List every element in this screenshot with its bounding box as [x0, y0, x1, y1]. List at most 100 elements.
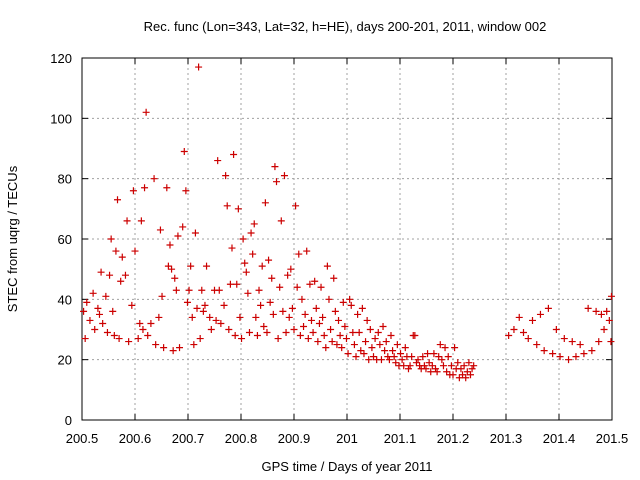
data-point — [374, 329, 382, 337]
data-point — [234, 205, 242, 213]
data-point — [607, 338, 615, 346]
data-point — [241, 259, 249, 267]
data-point — [540, 347, 548, 355]
data-point — [341, 322, 349, 330]
data-point — [131, 247, 139, 255]
data-point — [438, 356, 446, 364]
data-point — [382, 338, 390, 346]
data-point — [595, 338, 603, 346]
data-point — [392, 359, 400, 367]
data-point — [115, 335, 123, 343]
data-point — [223, 202, 231, 210]
data-point — [112, 247, 120, 255]
data-point — [287, 265, 295, 273]
data-point — [220, 301, 228, 309]
data-point — [147, 319, 155, 327]
data-point — [411, 332, 419, 340]
data-point — [346, 295, 354, 303]
data-point — [95, 310, 103, 318]
data-point — [168, 265, 176, 273]
data-point — [94, 304, 102, 312]
data-point — [265, 256, 273, 264]
grid-lines — [82, 58, 612, 420]
x-tick-label: 201.3 — [490, 431, 523, 446]
data-point — [255, 286, 263, 294]
data-point — [266, 298, 274, 306]
data-point — [393, 341, 401, 349]
data-point — [607, 292, 615, 300]
y-tick-label: 60 — [58, 232, 72, 247]
data-point — [325, 295, 333, 303]
data-point — [123, 217, 131, 225]
data-point — [164, 262, 172, 270]
x-tick-label: 200.6 — [119, 431, 152, 446]
data-point — [536, 310, 544, 318]
y-axis: 0 20 40 60 80 100 120 — [50, 51, 612, 428]
data-point — [180, 148, 188, 156]
data-point — [201, 301, 209, 309]
data-point — [193, 304, 201, 312]
data-point — [134, 335, 142, 343]
data-point — [365, 356, 373, 364]
data-point — [150, 175, 158, 183]
data-point — [290, 326, 298, 333]
data-point — [107, 235, 115, 243]
data-point — [533, 341, 541, 349]
data-point — [128, 301, 136, 309]
data-point — [565, 356, 573, 364]
data-point — [141, 184, 149, 192]
data-point — [102, 292, 110, 300]
data-point — [363, 316, 371, 324]
data-point — [600, 326, 608, 333]
data-point — [352, 353, 360, 361]
data-point — [158, 292, 166, 300]
data-point — [349, 329, 357, 337]
data-point — [381, 347, 389, 355]
data-point — [106, 271, 114, 279]
data-point — [344, 350, 352, 358]
data-point — [368, 344, 376, 352]
data-point — [273, 178, 281, 186]
data-point — [309, 329, 317, 337]
data-point — [462, 374, 470, 382]
data-point — [155, 313, 163, 321]
data-point — [199, 307, 207, 315]
data-point — [280, 172, 288, 180]
data-point — [247, 229, 255, 237]
data-point — [350, 341, 358, 349]
data-point — [228, 244, 236, 252]
data-point — [427, 368, 435, 376]
data-point — [592, 307, 600, 315]
chart-title: Rec. func (Lon=343, Lat=32, h=HE), days … — [144, 19, 547, 34]
data-point — [169, 347, 177, 355]
data-point — [560, 335, 568, 343]
data-point — [279, 307, 287, 315]
data-point — [277, 217, 285, 225]
data-point — [314, 338, 322, 346]
data-point — [89, 289, 97, 297]
data-point — [103, 329, 111, 337]
data-point — [236, 313, 244, 321]
data-point — [449, 371, 457, 379]
data-point — [544, 304, 552, 312]
data-point — [109, 307, 117, 315]
data-point — [470, 362, 478, 370]
data-point — [307, 316, 315, 324]
data-point — [303, 247, 311, 255]
data-point — [333, 341, 341, 349]
data-point — [191, 229, 199, 237]
data-point — [466, 371, 474, 379]
data-point — [80, 307, 88, 315]
data-point — [245, 329, 253, 337]
data-point — [419, 353, 427, 361]
data-point — [81, 335, 89, 343]
data-point — [327, 326, 335, 333]
data-point — [515, 313, 523, 321]
data-point — [505, 332, 513, 340]
data-point — [362, 338, 370, 346]
data-point — [163, 184, 171, 192]
x-axis-label: GPS time / Days of year 2011 — [262, 459, 433, 474]
data-point — [298, 295, 306, 303]
data-point — [510, 326, 518, 333]
